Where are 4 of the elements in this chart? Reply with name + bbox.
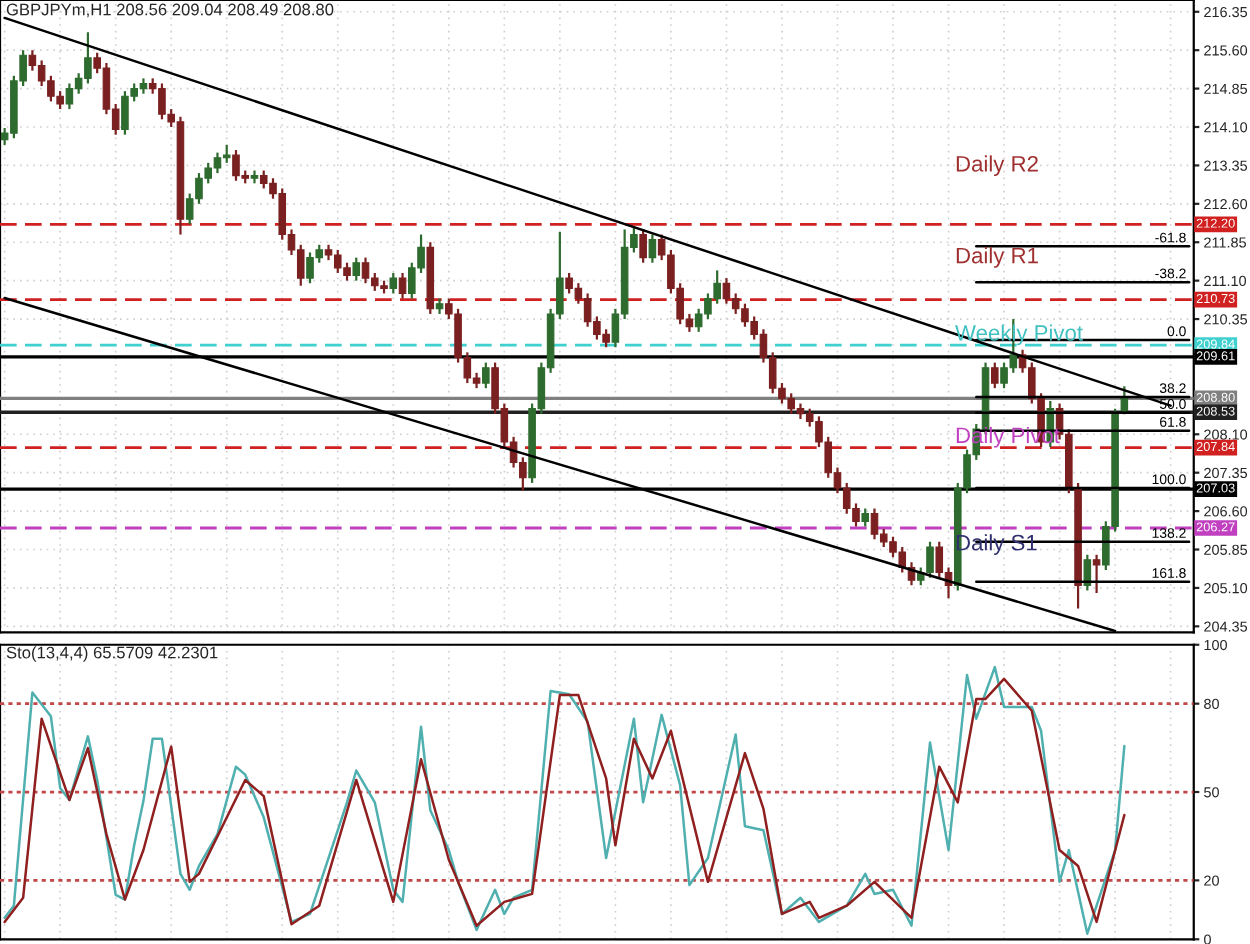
annotation: Daily R2	[956, 155, 1038, 177]
chart-title: GBPJPYm,H1 208.56 209.04 208.49 208.80	[6, 3, 334, 18]
chart-title: Sto(13,4,4) 65.5709 42.2301	[6, 646, 218, 662]
annotation: Daily R1	[956, 247, 1038, 268]
